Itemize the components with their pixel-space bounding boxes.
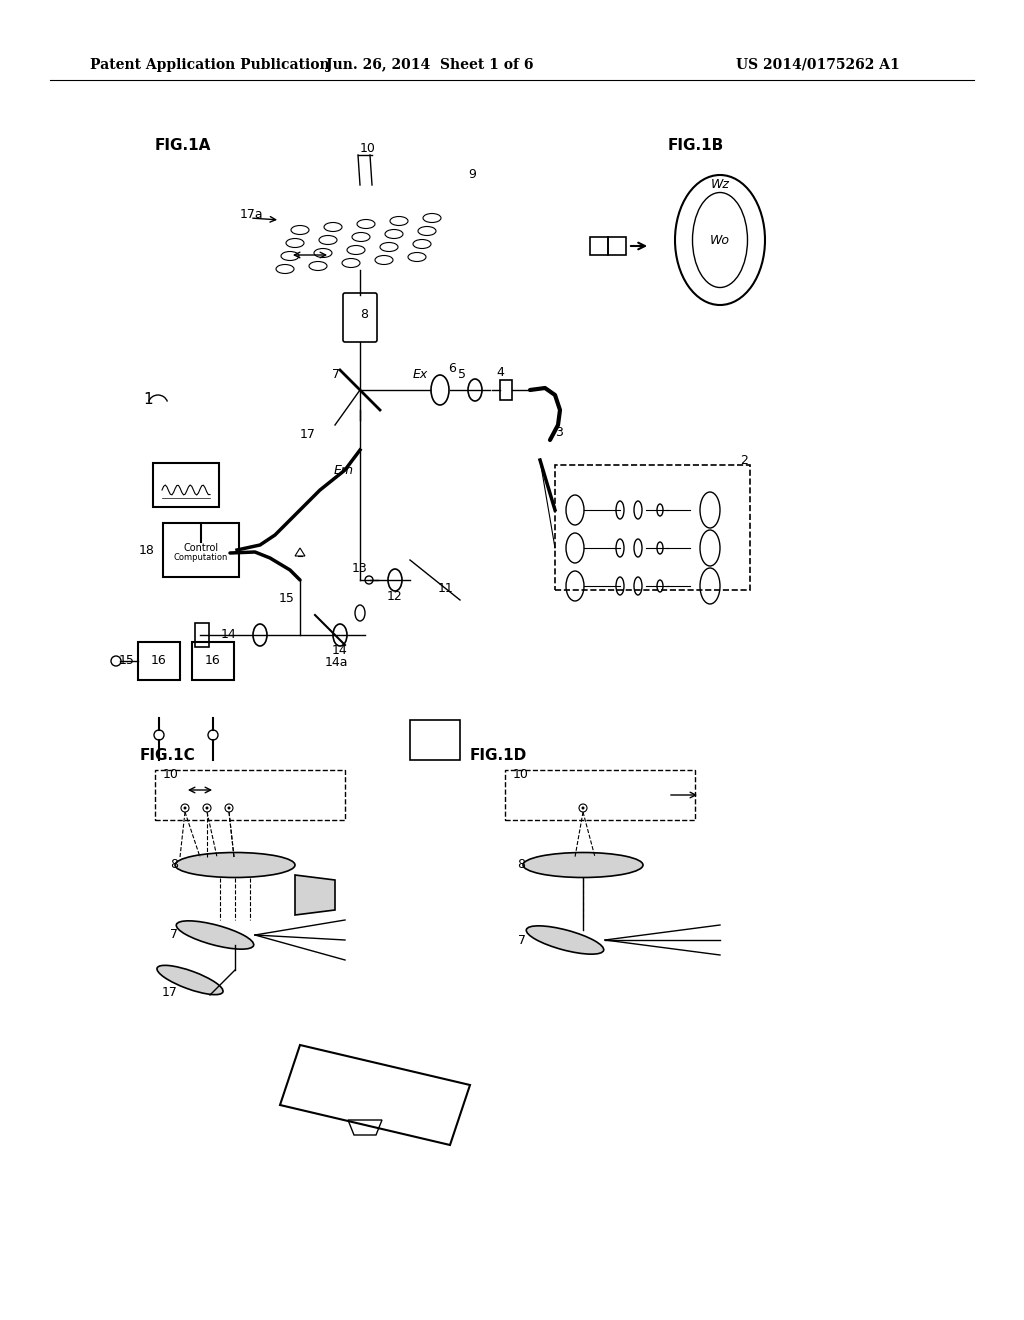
Bar xyxy=(500,380,512,400)
Bar xyxy=(155,770,345,820)
Text: Computation: Computation xyxy=(174,553,228,562)
Text: 14: 14 xyxy=(332,644,348,656)
Text: 18: 18 xyxy=(139,544,155,557)
Text: 10: 10 xyxy=(513,767,528,780)
Ellipse shape xyxy=(526,925,604,954)
Bar xyxy=(505,770,695,820)
Circle shape xyxy=(154,730,164,741)
Text: 9: 9 xyxy=(468,169,476,181)
Text: 4: 4 xyxy=(496,366,504,379)
Text: 17: 17 xyxy=(300,429,315,441)
Text: 7: 7 xyxy=(332,368,340,381)
Text: FIG.1A: FIG.1A xyxy=(155,137,211,153)
Circle shape xyxy=(582,807,585,809)
Text: 8: 8 xyxy=(170,858,178,871)
Text: Patent Application Publication: Patent Application Publication xyxy=(90,58,330,73)
Ellipse shape xyxy=(523,853,643,878)
Text: 10: 10 xyxy=(163,767,179,780)
Polygon shape xyxy=(295,875,335,915)
Text: FIG.1B: FIG.1B xyxy=(668,137,724,153)
Circle shape xyxy=(227,807,230,809)
Text: 17: 17 xyxy=(162,986,178,999)
Text: 6: 6 xyxy=(449,362,456,375)
Text: 11: 11 xyxy=(438,582,454,594)
Text: Jun. 26, 2014  Sheet 1 of 6: Jun. 26, 2014 Sheet 1 of 6 xyxy=(327,58,534,73)
Bar xyxy=(555,465,750,590)
Text: Wz: Wz xyxy=(711,178,729,191)
Circle shape xyxy=(365,576,373,583)
Text: 16: 16 xyxy=(152,653,167,667)
Circle shape xyxy=(183,807,186,809)
Text: 3: 3 xyxy=(555,425,563,438)
Text: US 2014/0175262 A1: US 2014/0175262 A1 xyxy=(736,58,900,73)
Text: 17a: 17a xyxy=(240,209,263,222)
Bar xyxy=(608,238,626,255)
Text: 8: 8 xyxy=(517,858,525,871)
Bar xyxy=(195,623,209,647)
Text: 5: 5 xyxy=(458,368,466,381)
Polygon shape xyxy=(295,548,305,556)
Text: 16: 16 xyxy=(205,653,221,667)
Text: 10: 10 xyxy=(360,141,376,154)
Text: 8: 8 xyxy=(360,309,368,322)
Text: Ex: Ex xyxy=(413,367,428,380)
Text: 7: 7 xyxy=(518,933,526,946)
Ellipse shape xyxy=(157,965,223,995)
Text: 12: 12 xyxy=(387,590,402,603)
FancyBboxPatch shape xyxy=(343,293,377,342)
Text: 15: 15 xyxy=(280,591,295,605)
Text: 13: 13 xyxy=(351,561,367,574)
Text: 15: 15 xyxy=(119,653,135,667)
Circle shape xyxy=(181,804,189,812)
Text: 7: 7 xyxy=(170,928,178,941)
Text: 14: 14 xyxy=(220,628,236,642)
Circle shape xyxy=(203,804,211,812)
Text: Control: Control xyxy=(183,543,218,553)
Ellipse shape xyxy=(175,853,295,878)
Ellipse shape xyxy=(176,921,254,949)
Text: Wo: Wo xyxy=(710,234,730,247)
Text: 2: 2 xyxy=(740,454,748,466)
Text: Em: Em xyxy=(334,463,354,477)
Text: 14a: 14a xyxy=(325,656,348,668)
Text: 1: 1 xyxy=(143,392,153,408)
Bar xyxy=(590,238,608,255)
Circle shape xyxy=(206,807,209,809)
Circle shape xyxy=(225,804,233,812)
Text: FIG.1C: FIG.1C xyxy=(140,747,196,763)
Circle shape xyxy=(208,730,218,741)
Circle shape xyxy=(579,804,587,812)
Text: FIG.1D: FIG.1D xyxy=(470,747,527,763)
